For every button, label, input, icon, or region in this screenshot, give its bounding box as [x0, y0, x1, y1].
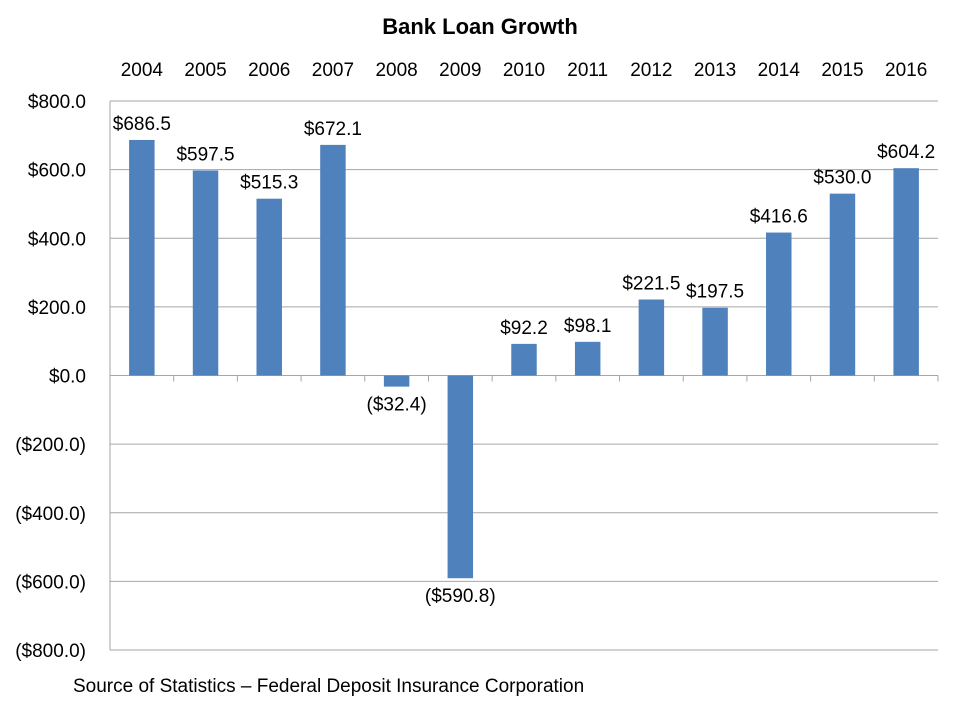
data-label-2012: $221.5	[622, 273, 680, 294]
x-tick-label: 2014	[758, 60, 801, 81]
bar-2012	[638, 299, 665, 376]
x-tick-label: 2007	[312, 60, 354, 81]
x-tick-label: 2010	[503, 60, 545, 81]
bar-2016	[893, 168, 919, 376]
data-label-2004: $686.5	[113, 114, 171, 135]
chart-title: Bank Loan Growth	[382, 14, 578, 39]
x-tick-label: 2013	[694, 60, 736, 81]
data-label-2014: $416.6	[750, 207, 808, 228]
y-tick-label: $800.0	[28, 92, 86, 113]
y-tick-label: $400.0	[28, 229, 86, 250]
source-note: Source of Statistics – Federal Deposit I…	[73, 676, 585, 697]
y-tick-label: $0.0	[49, 367, 86, 388]
x-tick-label: 2011	[567, 60, 608, 81]
x-tick-label: 2004	[121, 60, 164, 81]
data-label-2011: $98.1	[564, 316, 612, 337]
data-label-2013: $197.5	[686, 282, 744, 303]
bar-2010	[511, 343, 537, 376]
data-label-2010: $92.2	[500, 318, 548, 339]
x-tick-label: 2009	[439, 60, 481, 81]
y-tick-label: ($400.0)	[15, 504, 86, 525]
data-label-2016: $604.2	[877, 142, 935, 163]
y-tick-label: $600.0	[28, 161, 86, 182]
bar-2007	[320, 144, 346, 376]
x-tick-label: 2016	[885, 60, 927, 81]
bar-2011	[574, 341, 601, 376]
x-tick-label: 2015	[821, 60, 863, 81]
bar-2009	[447, 375, 474, 579]
data-label-2009: ($590.8)	[425, 586, 496, 607]
x-tick-label: 2006	[248, 60, 290, 81]
bar-2006	[256, 198, 282, 376]
data-label-2008: ($32.4)	[367, 395, 427, 416]
bar-2004	[129, 139, 155, 376]
bar-2005	[192, 170, 219, 376]
data-label-2007: $672.1	[304, 119, 362, 140]
x-tick-label: 2005	[184, 60, 226, 81]
bar-2014	[766, 232, 792, 376]
bar-2015	[829, 193, 856, 376]
y-tick-label: ($800.0)	[15, 641, 86, 662]
data-label-2015: $530.0	[813, 168, 871, 189]
bar-2013	[702, 307, 728, 376]
y-tick-label: ($600.0)	[15, 572, 86, 593]
y-tick-label: $200.0	[28, 298, 86, 319]
y-tick-label: ($200.0)	[15, 435, 86, 456]
data-label-2006: $515.3	[240, 173, 298, 194]
x-tick-label: 2008	[375, 60, 417, 81]
bar-2008	[383, 375, 410, 387]
data-label-2005: $597.5	[176, 144, 234, 165]
x-tick-label: 2012	[630, 60, 672, 81]
